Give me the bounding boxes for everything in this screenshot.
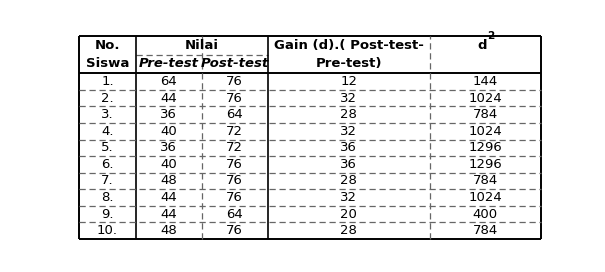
- Text: 32: 32: [341, 125, 358, 138]
- Text: 76: 76: [226, 92, 243, 105]
- Text: 10.: 10.: [97, 224, 118, 237]
- Text: 40: 40: [160, 125, 177, 138]
- Text: 4.: 4.: [101, 125, 114, 138]
- Text: Nilai: Nilai: [185, 39, 218, 52]
- Text: 2.: 2.: [101, 92, 114, 105]
- Text: 784: 784: [473, 108, 498, 121]
- Text: 64: 64: [160, 75, 177, 88]
- Text: Siswa: Siswa: [86, 57, 129, 70]
- Text: Gain (d).( Post-test-: Gain (d).( Post-test-: [274, 39, 424, 52]
- Text: 64: 64: [226, 208, 243, 221]
- Text: 9.: 9.: [101, 208, 114, 221]
- Text: 36: 36: [341, 158, 358, 171]
- Text: 28: 28: [341, 108, 358, 121]
- Text: 784: 784: [473, 224, 498, 237]
- Text: Pre-test): Pre-test): [316, 57, 382, 70]
- Text: 1024: 1024: [468, 92, 502, 105]
- Text: 8.: 8.: [101, 191, 114, 204]
- Text: Pre-test: Pre-test: [139, 57, 198, 70]
- Text: 44: 44: [160, 92, 177, 105]
- Text: 32: 32: [341, 191, 358, 204]
- Text: 1296: 1296: [468, 141, 502, 154]
- Text: 144: 144: [473, 75, 498, 88]
- Text: 36: 36: [160, 108, 177, 121]
- Text: 7.: 7.: [101, 174, 114, 187]
- Text: 20: 20: [341, 208, 358, 221]
- Text: 44: 44: [160, 191, 177, 204]
- Text: No.: No.: [95, 39, 120, 52]
- Text: 76: 76: [226, 191, 243, 204]
- Text: 72: 72: [226, 125, 243, 138]
- Text: 64: 64: [226, 108, 243, 121]
- Text: 48: 48: [160, 224, 177, 237]
- Text: 28: 28: [341, 174, 358, 187]
- Text: 36: 36: [341, 141, 358, 154]
- Text: 48: 48: [160, 174, 177, 187]
- Text: Post-test: Post-test: [200, 57, 269, 70]
- Text: 1.: 1.: [101, 75, 114, 88]
- Text: 2: 2: [488, 31, 495, 41]
- Text: 6.: 6.: [101, 158, 114, 171]
- Text: 32: 32: [341, 92, 358, 105]
- Text: 12: 12: [341, 75, 358, 88]
- Text: 36: 36: [160, 141, 177, 154]
- Text: 76: 76: [226, 158, 243, 171]
- Text: d: d: [477, 39, 486, 52]
- Text: 784: 784: [473, 174, 498, 187]
- Text: 28: 28: [341, 224, 358, 237]
- Text: 1024: 1024: [468, 191, 502, 204]
- Text: 400: 400: [473, 208, 498, 221]
- Text: 44: 44: [160, 208, 177, 221]
- Text: 76: 76: [226, 174, 243, 187]
- Text: 1296: 1296: [468, 158, 502, 171]
- Text: 5.: 5.: [101, 141, 114, 154]
- Text: 72: 72: [226, 141, 243, 154]
- Text: 76: 76: [226, 224, 243, 237]
- Text: 76: 76: [226, 75, 243, 88]
- Text: 3.: 3.: [101, 108, 114, 121]
- Text: 1024: 1024: [468, 125, 502, 138]
- Text: 40: 40: [160, 158, 177, 171]
